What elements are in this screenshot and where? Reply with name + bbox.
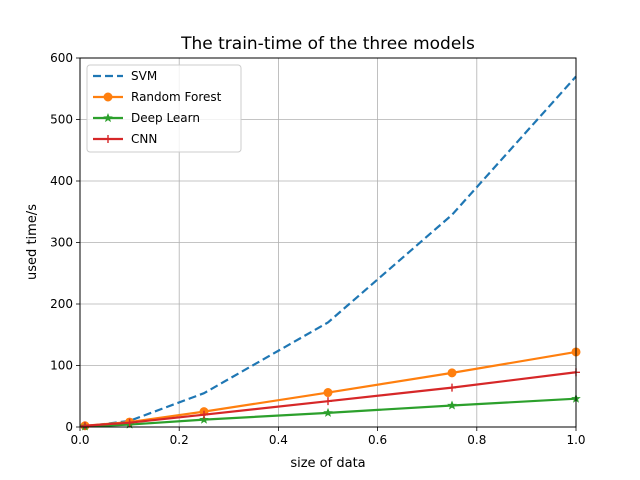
legend-marker-random-forest <box>103 92 113 102</box>
y-axis-label: used time/s <box>25 204 40 280</box>
x-tick-label: 1.0 <box>566 433 585 447</box>
x-tick-label: 0.6 <box>368 433 387 447</box>
legend-label-cnn: CNN <box>131 132 157 146</box>
data-point-cnn <box>125 418 134 427</box>
data-point-cnn <box>448 383 456 392</box>
data-point-cnn <box>200 410 208 419</box>
series-line-deep-learn <box>84 397 577 428</box>
legend-label-random-forest: Random Forest <box>131 90 222 104</box>
data-point-random-forest <box>447 368 457 378</box>
x-tick-label: 0.2 <box>170 433 189 447</box>
data-point-deep-learn <box>447 400 457 410</box>
x-tick-label: 0.4 <box>269 433 288 447</box>
y-tick-label: 600 <box>50 51 73 65</box>
legend-marker-cnn <box>104 135 112 143</box>
x-tick-label: 0.0 <box>70 433 89 447</box>
data-point-cnn <box>80 421 89 430</box>
series-cnn <box>80 368 580 430</box>
y-tick-label: 300 <box>50 236 73 250</box>
y-tick-label: 200 <box>50 297 73 311</box>
series-line-cnn <box>84 371 577 427</box>
y-tick-label: 400 <box>50 174 73 188</box>
y-tick-label: 500 <box>50 113 73 127</box>
chart-title: The train-time of the three models <box>180 34 475 54</box>
data-point-deep-learn <box>323 407 333 417</box>
data-point-random-forest <box>323 388 333 398</box>
y-tick-label: 0 <box>65 420 73 434</box>
data-point-cnn <box>324 397 332 406</box>
series-random-forest <box>80 347 581 431</box>
ticks: 0.0 0.2 0.4 0.6 0.8 1.0 0 100 200 300 400 500 600 <box>50 51 585 447</box>
legend-box <box>86 64 242 153</box>
x-tick-label: 0.8 <box>467 433 486 447</box>
legend-label-deep-learn: Deep Learn <box>131 111 200 125</box>
legend-label-svm: SVM <box>131 69 157 83</box>
legend: SVM Random Forest Deep Learn CNN <box>86 64 242 153</box>
x-axis-label: size of data <box>290 456 365 471</box>
data-point-deep-learn <box>199 414 209 424</box>
legend-marker-deep-learn <box>103 112 113 123</box>
series-layer <box>80 75 581 431</box>
y-tick-label: 100 <box>50 359 73 373</box>
